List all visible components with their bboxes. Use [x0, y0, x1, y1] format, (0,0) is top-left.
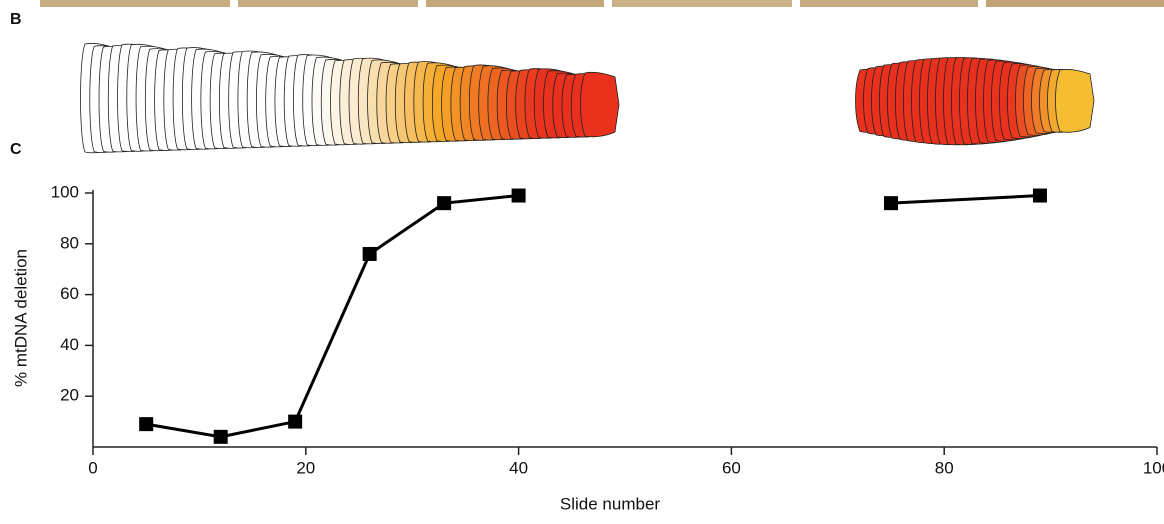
stacked-sections — [80, 43, 1095, 154]
y-axis-title: % mtDNA deletion — [11, 249, 30, 387]
x-tick-label: 80 — [935, 458, 954, 477]
x-axis-title: Slide number — [560, 494, 661, 513]
y-tick-label: 40 — [60, 335, 79, 354]
y-tick-label: 60 — [60, 284, 79, 303]
x-tick-label: 60 — [722, 458, 741, 477]
x-tick-label: 100 — [1143, 458, 1164, 477]
data-point — [437, 196, 452, 211]
data-point — [884, 196, 898, 211]
x-tick-label: 20 — [296, 458, 315, 477]
section — [1055, 69, 1095, 133]
panel-label: C — [10, 141, 22, 158]
section — [580, 71, 620, 138]
data-line — [145, 194, 1041, 439]
data-point — [139, 417, 154, 432]
y-tick-label: 20 — [60, 386, 79, 405]
y-tick-label: 100 — [51, 182, 79, 201]
panel-label: B — [10, 11, 22, 28]
x-tick-label: 40 — [509, 458, 528, 477]
y-tick-label: 80 — [60, 233, 79, 252]
image-strip — [40, 0, 1164, 7]
x-tick-label: 0 — [88, 458, 97, 477]
data-point — [362, 246, 377, 261]
data-point — [511, 188, 526, 203]
data-point — [1032, 188, 1047, 203]
data-point — [288, 414, 303, 429]
data-point — [213, 429, 228, 444]
